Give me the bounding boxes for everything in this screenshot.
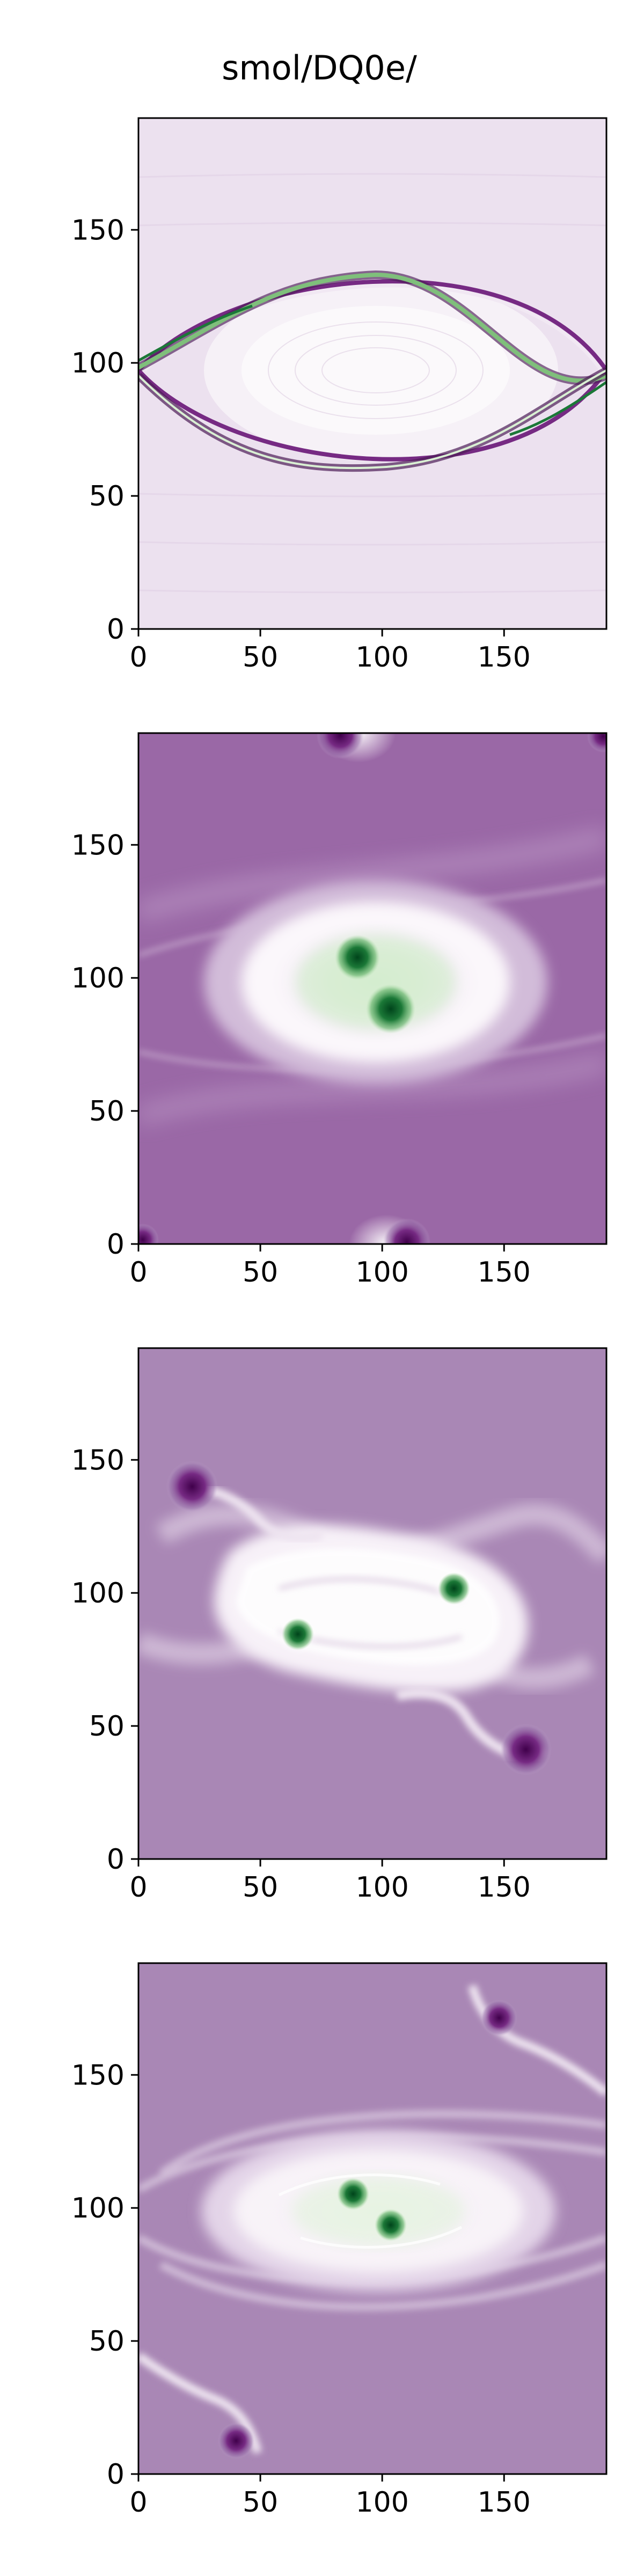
panel-4-ytick-label: 0	[107, 2458, 125, 2491]
panel-4-xtick-label: 50	[243, 2486, 278, 2519]
panel-1-heatmap	[138, 118, 606, 629]
panel-4-ytick-label: 100	[71, 2192, 125, 2224]
panel-4	[137, 1962, 608, 2475]
panel-1-ytick-label: 150	[71, 214, 125, 246]
panel-4-xtick-label: 0	[129, 2486, 147, 2519]
panel-4-frame	[137, 1962, 608, 2475]
panel-2-xtick-label: 0	[129, 1256, 147, 1289]
panel-2-vortex-2	[366, 984, 415, 1034]
panel-4-vortex-4	[218, 2423, 254, 2459]
panel-3-xtick-label: 100	[356, 1871, 409, 1904]
panel-1-ytick-label: 100	[71, 347, 125, 379]
figure-title: smol/DQ0e/	[222, 48, 417, 87]
panel-2-vortex-1	[335, 935, 380, 980]
panel-3-vortex-4	[500, 1724, 552, 1775]
panel-1-xtick-label: 150	[478, 641, 531, 674]
panel-1-xtick-label: 50	[243, 641, 278, 674]
panel-4-vortex-3	[481, 2000, 517, 2036]
panel-4-vortex-1	[337, 2178, 369, 2210]
panel-4-vortex-2	[375, 2209, 407, 2241]
panel-3-frame	[137, 1347, 608, 1860]
panel-1-xtick-label: 100	[356, 641, 409, 674]
panel-4-xtick-label: 100	[356, 2486, 409, 2519]
panel-1-frame	[137, 117, 608, 630]
panel-4-ytick-label: 150	[71, 2059, 125, 2091]
panel-2-ytick-label: 0	[107, 1228, 125, 1261]
panel-3-vortex-1	[438, 1572, 470, 1605]
panel-3-xtick-label: 0	[129, 1871, 147, 1904]
panel-3-ytick-label: 100	[71, 1577, 125, 1609]
panel-3-xtick-label: 150	[478, 1871, 531, 1904]
panel-3	[137, 1347, 608, 1860]
panel-3-vortex-2	[282, 1618, 314, 1650]
panel-2-vortex-3	[317, 733, 364, 759]
panel-1-ytick-label: 0	[107, 613, 125, 646]
panel-2-xtick-label: 100	[356, 1256, 409, 1289]
panel-4-ytick-label: 50	[89, 2325, 125, 2358]
panel-1	[137, 117, 608, 630]
panel-3-heatmap	[138, 1348, 606, 1859]
panel-2-ytick-label: 150	[71, 829, 125, 861]
panel-2-ytick-label: 50	[89, 1095, 125, 1128]
panel-2-ytick-label: 100	[71, 962, 125, 994]
panel-3-ytick-label: 50	[89, 1710, 125, 1743]
panel-4-xtick-label: 150	[478, 2486, 531, 2519]
panel-1-xtick-label: 0	[129, 641, 147, 674]
panel-2-xtick-label: 150	[478, 1256, 531, 1289]
panel-3-ytick-label: 0	[107, 1843, 125, 1876]
panel-1-ytick-label: 50	[89, 480, 125, 513]
axes-layer: 0 50 100 150 0 50 100 150 0 50 100 150 0 50 100 150 0 50 1…	[71, 214, 531, 2519]
panel-3-xtick-label: 50	[243, 1871, 278, 1904]
panel-2-frame	[137, 732, 608, 1245]
panel-2-xtick-label: 50	[243, 1256, 278, 1289]
panel-2-heatmap	[138, 733, 606, 1244]
panel-2-vortex-4	[383, 1218, 430, 1244]
panel-2	[137, 732, 608, 1245]
panel-4-heatmap	[138, 1963, 606, 2474]
panel-3-ytick-label: 150	[71, 1444, 125, 1476]
panel-3-vortex-3	[166, 1461, 218, 1512]
